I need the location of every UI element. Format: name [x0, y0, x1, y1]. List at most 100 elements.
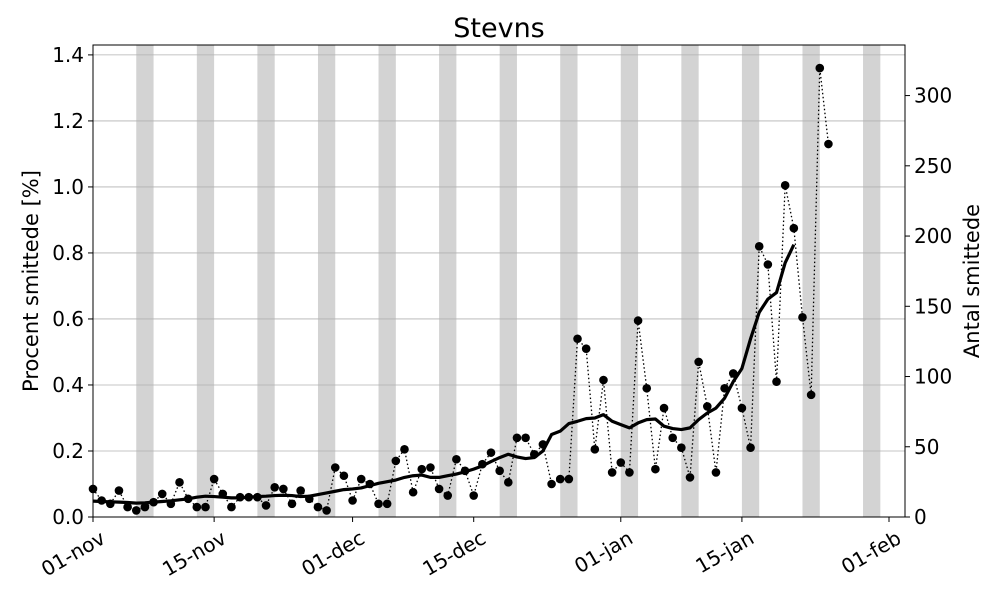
daily-point	[694, 357, 703, 367]
y-right-tick-label: 150	[914, 294, 952, 318]
daily-point	[677, 443, 686, 452]
daily-point	[382, 499, 392, 509]
daily-point	[685, 473, 695, 482]
daily-point	[443, 491, 453, 500]
y-left-tick-label: 1.0	[52, 175, 84, 199]
daily-point	[356, 474, 366, 484]
weekend-band	[560, 45, 578, 517]
daily-point	[339, 471, 349, 481]
daily-point	[616, 458, 626, 467]
daily-point	[780, 180, 790, 190]
y-axis-right-label: Antal smittede	[960, 204, 984, 358]
plot-frame	[92, 44, 906, 518]
daily-point	[296, 486, 305, 495]
daily-point	[504, 478, 513, 487]
daily-point	[400, 445, 409, 454]
daily-point	[581, 344, 591, 353]
x-tick-label: 01-jan	[570, 526, 637, 578]
y-right-tick-label: 200	[914, 224, 952, 248]
y-left-tick-label: 1.2	[52, 109, 84, 133]
y-right-tick-label: 50	[914, 435, 939, 459]
daily-point	[192, 502, 202, 512]
daily-point	[391, 456, 401, 466]
daily-point	[270, 482, 280, 492]
weekend-band	[741, 45, 760, 517]
daily-point	[633, 316, 643, 325]
daily-point	[642, 383, 652, 393]
daily-point	[201, 502, 210, 512]
daily-point	[763, 260, 773, 269]
weekend-band	[802, 45, 820, 517]
daily-point	[131, 506, 141, 515]
daily-point	[806, 390, 816, 400]
daily-point	[659, 403, 669, 413]
daily-point	[590, 445, 600, 454]
y-axis-left-label: Procent smittede [%]	[19, 170, 43, 392]
daily-point	[209, 474, 219, 484]
daily-point	[668, 433, 677, 443]
daily-point	[330, 463, 340, 472]
y-left-tick-label: 0.8	[52, 241, 84, 265]
daily-point	[123, 502, 132, 512]
daily-point	[824, 139, 833, 149]
daily-series	[88, 63, 833, 515]
x-tick-label: 01-dec	[297, 526, 368, 581]
daily-point	[625, 468, 634, 477]
y-left-tick-label: 0.2	[52, 439, 84, 463]
daily-point	[175, 478, 184, 487]
x-tick-label: 01-feb	[837, 526, 905, 579]
daily-point	[772, 377, 781, 386]
weekend-band	[863, 45, 881, 517]
daily-point	[322, 506, 331, 515]
daily-point	[469, 491, 479, 500]
daily-point	[720, 383, 729, 393]
weekend-band	[681, 45, 699, 517]
daily-point	[486, 448, 496, 457]
daily-point	[703, 402, 712, 411]
y-left-tick-label: 1.4	[52, 43, 84, 67]
weekend-band	[499, 45, 517, 517]
chart-title: Stevns	[453, 13, 545, 44]
x-tick-label: 15-jan	[691, 526, 758, 578]
daily-point	[279, 484, 288, 494]
y-axis-left: 0.0 0.2 0.4 0.6 0.8 1.0 1.2 1.4	[52, 43, 93, 529]
y-left-tick-label: 0.0	[52, 505, 84, 529]
daily-point	[737, 403, 747, 413]
daily-point	[452, 454, 461, 464]
weekend-band	[257, 45, 275, 517]
weekend-band	[439, 45, 457, 517]
weekend-band	[378, 45, 396, 517]
weekend-band	[136, 45, 154, 517]
x-tick-label: 15-dec	[418, 526, 489, 581]
daily-point	[434, 484, 444, 494]
daily-point	[711, 468, 721, 477]
daily-point	[754, 242, 764, 251]
daily-point	[287, 499, 297, 509]
daily-point	[564, 474, 574, 484]
daily-point	[651, 464, 660, 474]
daily-point	[140, 502, 150, 512]
y-right-tick-label: 100	[914, 365, 952, 389]
daily-point	[313, 502, 323, 512]
daily-point	[599, 375, 608, 385]
x-axis: 01-nov 15-nov 01-dec 15-dec 01-jan 15-jan 01-f…	[37, 517, 905, 581]
x-tick-label: 01-nov	[37, 526, 109, 582]
grid	[93, 54, 905, 518]
y-right-tick-label: 0	[914, 505, 927, 529]
daily-point	[555, 474, 565, 484]
daily-point	[227, 502, 236, 512]
daily-point	[261, 501, 271, 510]
weekend-shading	[136, 45, 881, 517]
y-left-tick-label: 0.6	[52, 307, 84, 331]
weekend-band	[620, 45, 639, 517]
daily-point	[426, 463, 435, 472]
y-axis-right: 0 50 100 150 200 250 300	[905, 84, 952, 529]
daily-point	[789, 223, 799, 233]
y-right-tick-label: 250	[914, 154, 952, 178]
daily-point	[521, 433, 530, 443]
daily-point	[607, 468, 617, 477]
average-line	[92, 244, 796, 505]
y-right-tick-label: 300	[914, 84, 952, 108]
daily-point	[348, 496, 357, 505]
